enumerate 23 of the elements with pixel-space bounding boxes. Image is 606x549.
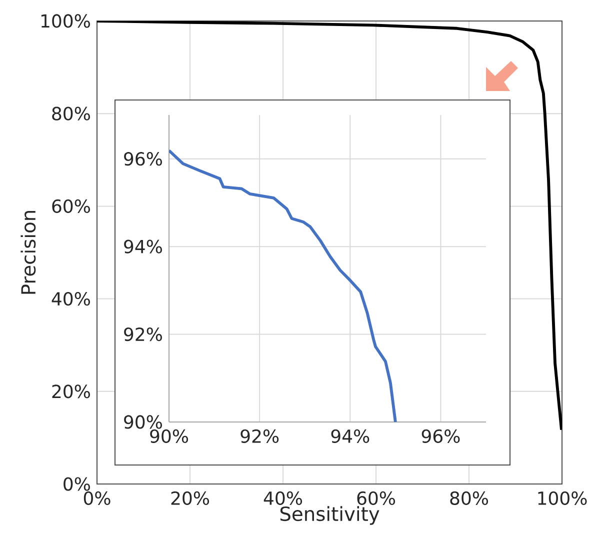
- x-tick-label: 80%: [450, 491, 488, 505]
- x-tick-label: 92%: [240, 429, 279, 443]
- y-tick-label: 94%: [124, 240, 162, 254]
- y-tick-label: 90%: [124, 415, 162, 429]
- x-tick-label: 60%: [357, 491, 396, 505]
- y-tick-label: 60%: [52, 199, 90, 213]
- x-tick-label: 96%: [422, 429, 460, 443]
- y-tick-label: 92%: [124, 327, 162, 342]
- x-tick-label: 40%: [264, 491, 302, 505]
- y-tick-label: 40%: [52, 292, 90, 306]
- x-tick-label: 100%: [538, 491, 587, 505]
- y-tick-label: 80%: [52, 106, 90, 120]
- x-tick-label: 20%: [171, 491, 210, 505]
- y-tick-label: 96%: [124, 152, 162, 166]
- y-tick-label: 0%: [64, 477, 90, 491]
- y-axis-title: Precision: [20, 210, 36, 294]
- x-tick-label: 94%: [331, 429, 370, 443]
- y-tick-label: 20%: [52, 384, 90, 398]
- x-tick-label: 0%: [84, 491, 110, 505]
- x-axis-title: Sensitivity: [280, 506, 380, 525]
- x-tick-label: 90%: [150, 429, 188, 443]
- line-series: [169, 149, 397, 422]
- y-tick-label: 100%: [41, 14, 90, 28]
